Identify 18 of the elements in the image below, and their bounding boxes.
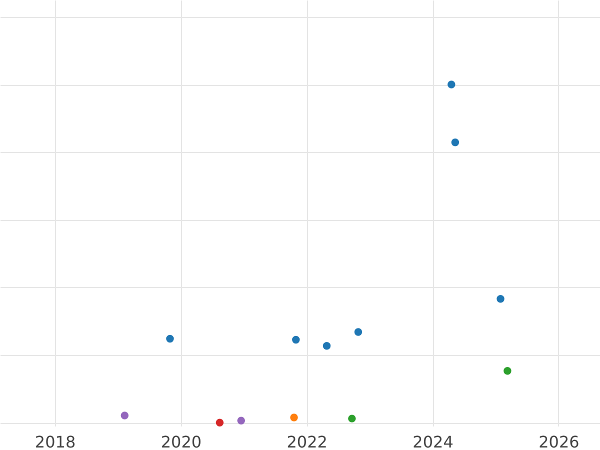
point (448, 80, 456, 88)
point (322, 342, 331, 350)
point (237, 416, 246, 424)
x-tick-label: 2022 (286, 432, 328, 450)
x-tick-label: 2020 (160, 432, 202, 450)
point (120, 412, 129, 420)
x-tick-label: 2018 (34, 432, 76, 450)
x-tick-label: 2026 (538, 432, 580, 450)
point (504, 367, 512, 375)
x-tick-label: 2024 (412, 432, 454, 450)
point (166, 334, 174, 343)
point (496, 295, 504, 303)
point (290, 414, 298, 422)
point (292, 336, 300, 344)
point (216, 418, 224, 426)
point (354, 328, 362, 336)
point (451, 138, 460, 146)
point (348, 414, 356, 422)
